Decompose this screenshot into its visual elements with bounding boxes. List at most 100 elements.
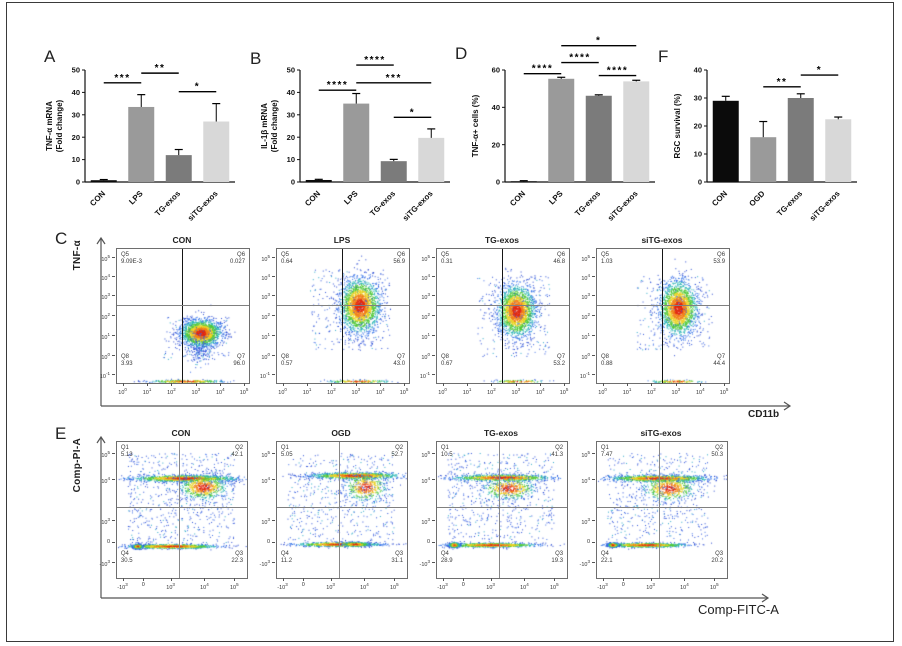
x-tick-label: 103 — [511, 387, 521, 396]
y-tick-label: 103 — [101, 516, 110, 526]
quadrant-stat-Q5: Q5 0.31 — [441, 252, 453, 266]
x-tick-label: 103 — [646, 582, 655, 591]
quadrant-stat-Q3: Q3 22.3 — [231, 551, 243, 565]
x-tick — [170, 578, 172, 581]
y-tick — [272, 355, 275, 357]
bar-CON — [305, 179, 332, 182]
y-tick — [432, 453, 435, 455]
y-tick-label: 20 — [287, 133, 295, 142]
quadrant-stat-Q8: Q8 0.67 — [441, 354, 453, 368]
panel-letter-F: F — [658, 47, 669, 66]
x-tick — [602, 578, 604, 581]
x-tick-label: 0 — [141, 582, 145, 588]
quadrant-percent: 20.2 — [711, 557, 724, 564]
flow-C-ylabel: TNF-α — [72, 240, 83, 271]
x-tick-label: 101 — [142, 387, 152, 396]
y-tick-label: 103 — [261, 516, 270, 526]
significance-label: **** — [607, 66, 629, 77]
bar-chart-tnf-mrna: 0 10 20 30 40 50 TNF-α mRNA (Fold change) CON LPS… — [40, 30, 245, 223]
bar-chart-tnf-cells: 0 20 40 60 TNF-α+ cells (%) CON LPS TG-exos siTG… — [460, 30, 665, 223]
x-tick-label: 103 — [166, 582, 175, 591]
y-tick-label: 40 — [287, 88, 295, 97]
bar-chart-svg-A: 0 10 20 30 40 50 TNF-α mRNA (Fold change) CON LPS… — [45, 63, 235, 223]
x-tick — [244, 383, 246, 386]
flow-plot-title: siTG-exos — [641, 235, 683, 245]
bar-chart-svg-D: 0 20 40 60 TNF-α+ cells (%) CON LPS TG-exos siTG… — [471, 36, 655, 223]
y-tick-label: 101 — [261, 332, 270, 341]
quadrant-percent: 96.0 — [233, 360, 246, 367]
x-tick — [540, 383, 542, 386]
y-tick — [272, 315, 275, 316]
y-tick-label: 0 — [291, 178, 295, 187]
significance-label: ** — [155, 63, 166, 74]
x-tick — [330, 578, 332, 581]
y-tick-label: 10 — [287, 155, 295, 164]
quadrant-gate-horizontal — [437, 305, 569, 307]
quadrant-name: Q3 — [555, 550, 564, 557]
flow-plot-TG-exos: Q5 0.31 Q6 46.8 Q8 0.67 Q7 53.2 — [436, 248, 570, 384]
x-category-label: LPS — [342, 189, 360, 207]
x-tick-label: 105 — [399, 387, 409, 396]
x-category-label: siTG-exos — [606, 189, 640, 223]
bar-OGD — [750, 137, 777, 182]
quadrant-stat-Q5: Q5 9.09E-3 — [121, 252, 142, 266]
quadrant-name: Q6 — [237, 252, 246, 258]
y-tick-label: 0 — [76, 178, 80, 187]
x-tick — [442, 383, 444, 386]
y-tick-label: 105 — [421, 254, 430, 264]
quadrant-stat-Q5: Q5 0.64 — [281, 252, 293, 266]
y-tick-label: 102 — [581, 312, 590, 321]
flow-plot-title: CON — [172, 235, 192, 245]
panel-letter-A: A — [44, 47, 56, 66]
panel-letter-C: C — [55, 229, 68, 248]
y-tick — [592, 373, 595, 375]
quadrant-name: Q7 — [717, 353, 726, 360]
flow-plot-TG-exos: Q1 10.5 Q2 41.3 Q4 28.9 Q3 19.3 — [436, 441, 568, 579]
x-tick-label: -103 — [437, 582, 448, 591]
y-tick-label: 50 — [287, 66, 295, 75]
x-tick-label: 105 — [549, 582, 559, 591]
y-tick-label: 103 — [421, 291, 430, 301]
x-tick-label: 104 — [375, 387, 385, 396]
y-tick — [432, 276, 435, 278]
x-tick-label: 100 — [438, 387, 447, 396]
bar-CON — [510, 181, 537, 182]
y-tick-label: 100 — [261, 352, 270, 362]
quadrant-name: Q8 — [440, 353, 449, 360]
quadrant-percent: 43.0 — [393, 360, 406, 367]
quadrant-gate-vertical — [179, 442, 181, 578]
x-tick-label: 104 — [520, 582, 529, 591]
y-tick — [272, 562, 275, 564]
bar-siTG-exos — [418, 137, 445, 182]
quadrant-percent: 30.5 — [120, 557, 133, 564]
quadrant-gate-vertical — [659, 442, 661, 578]
quadrant-stat-Q6: Q6 56.9 — [393, 252, 405, 266]
x-tick-label: 100 — [598, 387, 607, 396]
x-tick — [171, 383, 173, 386]
y-tick — [432, 373, 435, 375]
x-tick — [442, 578, 444, 581]
x-tick-label: 104 — [695, 387, 705, 396]
y-tick — [272, 479, 275, 481]
y-tick-label: 20 — [694, 122, 702, 131]
quadrant-percent: 41.3 — [551, 452, 564, 458]
x-category-label: LPS — [547, 189, 565, 207]
y-tick-label: 101 — [581, 332, 590, 341]
x-tick-label: 103 — [486, 582, 495, 591]
flow-plot-siTG-exos: Q5 1.03 Q6 53.9 Q8 0.88 Q7 44.4 — [596, 248, 730, 384]
x-tick — [651, 383, 653, 386]
quadrant-stat-Q6: Q6 53.9 — [713, 252, 725, 266]
bar-siTG-exos — [623, 81, 650, 182]
flow-dots-canvas — [117, 442, 247, 578]
flow-C-xlabel: CD11b — [748, 409, 780, 420]
quadrant-gate-horizontal — [117, 506, 247, 508]
quadrant-gate-vertical — [501, 249, 504, 383]
quadrant-gate-vertical — [499, 442, 501, 578]
x-tick-label: 102 — [647, 387, 656, 396]
x-tick-label: 105 — [709, 582, 719, 591]
x-tick — [524, 578, 526, 581]
quadrant-percent: 3.93 — [120, 360, 133, 367]
y-tick — [112, 355, 115, 357]
y-tick-label: 10-1 — [99, 370, 110, 380]
